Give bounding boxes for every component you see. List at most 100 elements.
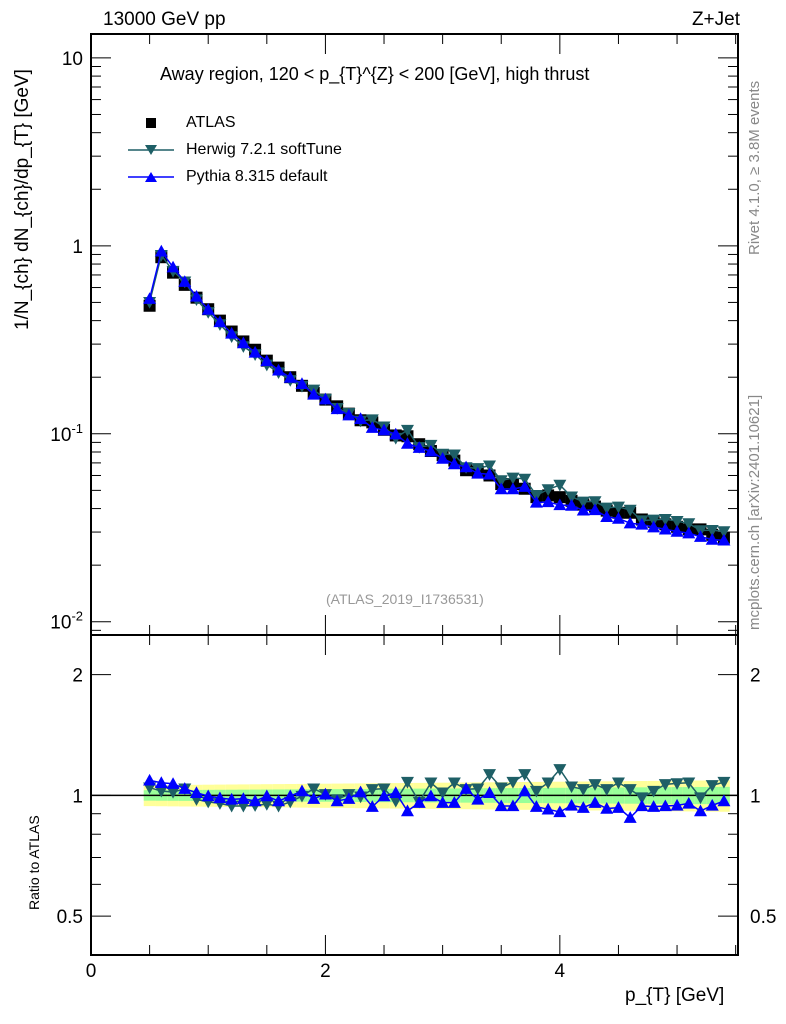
pythia-point [553,498,567,511]
pythia-point [365,421,379,433]
x-tick-label: 4 [555,961,566,982]
up-triangle-marker-icon [128,172,174,182]
pythia-ratio-point [553,805,567,818]
herwig-ratio-point [365,784,379,796]
pythia-ratio-point [611,801,625,813]
herwig-ratio-point [647,785,661,798]
herwig-point [506,472,520,485]
pythia-ratio-point [389,786,403,798]
herwig-ratio-point [705,780,719,792]
herwig-ratio-point [623,784,637,796]
pythia-point [494,482,508,495]
pythia-ratio-point [565,798,579,811]
pythia-series [143,244,731,546]
pythia-ratio-point [623,811,637,823]
pythia-ratio-point [459,782,473,794]
pythia-ratio-point [166,777,180,789]
herwig-ratio-point [166,786,180,799]
pythia-ratio-point [424,789,438,802]
pythia-point [541,495,555,508]
ratio-y-tick-label: 2 [72,666,83,687]
pythia-point [377,423,391,436]
pythia-point [588,503,602,516]
pythia-point [412,441,426,453]
herwig-point [400,424,414,437]
pythia-ratio-point [201,789,215,802]
pythia-ratio-point [658,799,672,812]
herwig-ratio-point [717,776,731,789]
herwig-ratio-point [436,787,450,800]
pythia-ratio-point [143,773,157,786]
pythia-point [166,260,180,273]
pythia-point [576,503,590,516]
herwig-point [576,496,590,509]
pythia-ratio-point [471,792,485,805]
pythia-ratio-point [377,789,391,802]
x-tick-label: 0 [86,961,97,982]
pythia-point [389,427,403,440]
herwig-line [148,253,725,533]
herwig-ratio-point [400,776,414,789]
pythia-point [307,387,321,400]
square-marker-icon [146,118,156,128]
pythia-point [318,392,332,405]
herwig-point [647,514,661,527]
ratio-y-tick-label: 0.5 [57,907,83,928]
down-triangle-marker-icon [128,145,174,155]
pythia-point [611,512,625,524]
herwig-point [529,489,543,502]
pythia-point [143,292,157,304]
y-tick-label: 10 [62,49,83,70]
legend-item-herwig: Herwig 7.2.1 softTune [128,138,342,162]
rivet-info: Rivet 4.1.0, ≥ 3.8M events [746,80,763,255]
pythia-point [647,520,661,533]
herwig-point [600,502,614,515]
pythia-point [400,437,414,449]
herwig-point [682,518,696,530]
pythia-ratio-point [354,785,368,798]
header-left: 13000 GeV pp [103,9,226,30]
pythia-point [295,377,309,389]
herwig-point [717,526,731,538]
mcplots-info: mcplots.cern.ch [arXiv:2401.10621] [746,394,763,630]
herwig-point [518,473,532,486]
pythia-ratio-point [178,782,192,794]
herwig-ratio-point [565,781,579,794]
herwig-ratio-point [377,783,391,796]
pythia-point [565,499,579,511]
header-right: Z+Jet [691,9,740,30]
herwig-point [447,449,461,462]
pythia-point [705,533,719,545]
pythia-ratio-point [213,791,227,804]
herwig-ratio-point [471,783,485,796]
pythia-ratio-point [600,802,614,814]
herwig-point [494,475,508,487]
pythia-ratio-point [318,787,332,800]
pythia-point [154,244,168,257]
herwig-point [611,501,625,514]
herwig-ratio-point [447,777,461,790]
legend-item-atlas: ATLAS [128,111,236,135]
pythia-point [342,408,356,421]
herwig-ratio-point [154,785,168,798]
herwig-ratio-point [506,776,520,789]
pythia-ratio-point [260,789,274,802]
pythia-ratio-point [494,799,508,812]
pythia-ratio-point [400,804,414,817]
x-axis-label: p_{T} [GeV] [625,985,725,1006]
pythia-point [635,517,649,530]
herwig-ratio-point [307,783,321,796]
pythia-ratio-point [330,794,344,807]
pythia-ratio-point [283,789,297,802]
herwig-ratio-point [611,777,625,790]
y-tick-label: 1 [72,237,83,258]
pythia-ratio-series [143,773,731,823]
pythia-point [518,480,532,492]
pythia-ratio-point [307,792,321,804]
herwig-point [705,524,719,537]
pythia-point [272,363,286,376]
pythia-point [225,326,239,339]
pythia-point [236,336,250,349]
pythia-ratio-point [447,796,461,808]
